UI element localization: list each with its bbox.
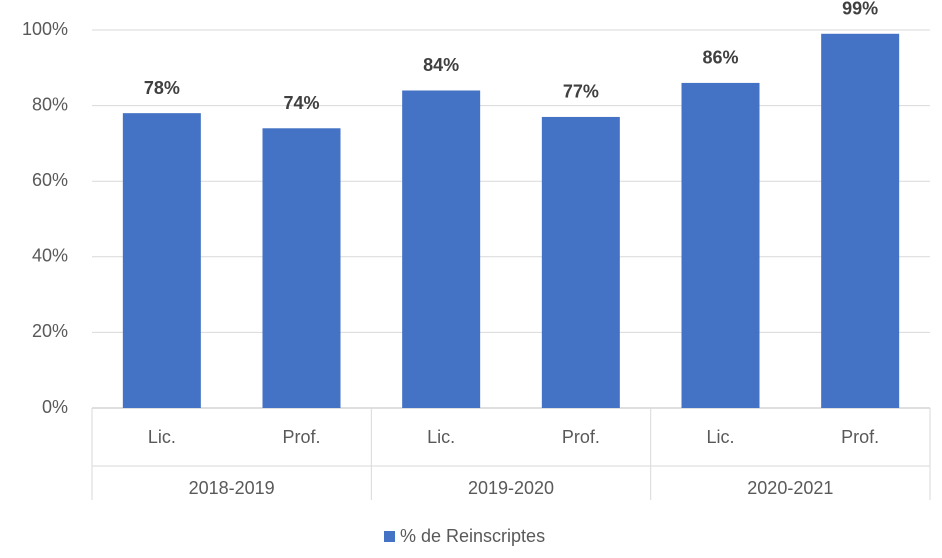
y-tick-label: 20% bbox=[32, 321, 68, 341]
value-label: 74% bbox=[283, 93, 319, 113]
bar bbox=[122, 113, 201, 408]
value-label: 77% bbox=[563, 82, 599, 102]
y-tick-label: 60% bbox=[32, 170, 68, 190]
value-label: 84% bbox=[423, 55, 459, 75]
y-tick-label: 80% bbox=[32, 94, 68, 114]
group-label: 2019-2020 bbox=[468, 478, 554, 498]
legend-label: % de Reinscriptes bbox=[400, 526, 545, 546]
bar bbox=[402, 90, 481, 408]
value-label: 86% bbox=[702, 48, 738, 68]
group-label: 2020-2021 bbox=[747, 478, 833, 498]
x-tick-label: Lic. bbox=[706, 427, 734, 447]
group-label: 2018-2019 bbox=[189, 478, 275, 498]
legend-swatch bbox=[384, 531, 395, 542]
bar bbox=[262, 128, 341, 408]
x-tick-label: Prof. bbox=[841, 427, 879, 447]
y-tick-label: 100% bbox=[22, 19, 68, 39]
x-tick-label: Lic. bbox=[427, 427, 455, 447]
bar bbox=[681, 82, 760, 409]
y-tick-label: 40% bbox=[32, 246, 68, 266]
bar bbox=[821, 33, 900, 408]
value-label: 78% bbox=[144, 78, 180, 98]
x-tick-label: Prof. bbox=[562, 427, 600, 447]
value-label: 99% bbox=[842, 0, 878, 19]
x-tick-label: Prof. bbox=[282, 427, 320, 447]
x-tick-label: Lic. bbox=[148, 427, 176, 447]
y-tick-label: 0% bbox=[42, 397, 68, 417]
bar bbox=[541, 116, 620, 408]
